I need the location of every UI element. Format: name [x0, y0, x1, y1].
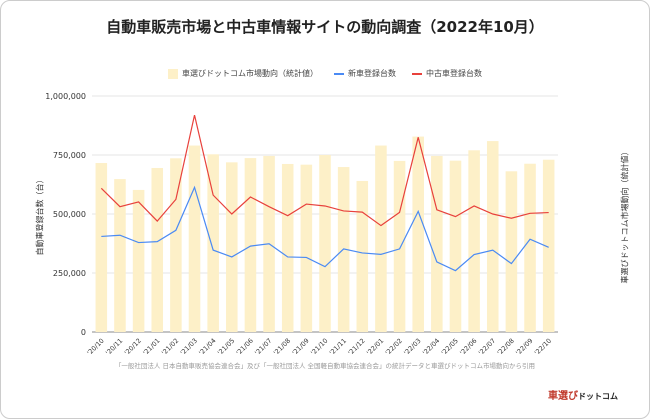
- x-tick-label: '21/03: [179, 337, 199, 357]
- x-tick-label: '20/12: [123, 337, 143, 357]
- x-tick-label: '22/02: [384, 337, 404, 357]
- bar: [132, 189, 145, 332]
- bar: [505, 171, 518, 332]
- bar: [151, 167, 164, 332]
- y-tick-label: 500,000: [53, 210, 86, 219]
- x-tick-label: '21/12: [347, 337, 367, 357]
- x-tick-label: '22/06: [458, 337, 478, 357]
- y-tick-label: 250,000: [53, 269, 86, 278]
- bar: [542, 159, 555, 332]
- bar: [188, 145, 201, 332]
- chart-title: 自動車販売市場と中古車情報サイトの動向調査（2022年10月）: [106, 18, 544, 36]
- y-tick-label: 750,000: [53, 151, 86, 160]
- x-tick-label: '22/08: [496, 337, 516, 357]
- y-tick-label: 1,000,000: [45, 92, 86, 101]
- bar: [114, 179, 126, 332]
- x-tick-label: '21/11: [328, 337, 348, 357]
- series-line-2: [100, 114, 549, 227]
- x-tick-label: '22/03: [402, 337, 422, 357]
- x-tick-label: '21/10: [309, 337, 329, 357]
- bar: [226, 162, 238, 332]
- bar: [170, 158, 182, 332]
- bar: [412, 136, 424, 332]
- x-tick-label: '22/04: [421, 337, 441, 357]
- logo: 車選びドットコム: [548, 391, 618, 402]
- x-tick-label: '21/08: [272, 337, 292, 357]
- bar: [244, 158, 257, 332]
- x-tick-label: '21/07: [253, 337, 273, 357]
- x-tick-label: '22/10: [533, 337, 553, 357]
- legend-item-market: 車選びドットコム市場動向（統計値）: [168, 68, 318, 79]
- legend-item-new-car: 新車登録台数: [334, 68, 396, 79]
- bar: [431, 155, 443, 332]
- y-tick-label: 0: [81, 328, 86, 337]
- x-tick-label: '22/09: [514, 337, 534, 357]
- bar: [356, 180, 369, 332]
- bar: [300, 164, 313, 332]
- legend-item-used-car: 中古車登録台数: [412, 68, 482, 79]
- bar: [281, 163, 294, 332]
- x-tick-label: '21/02: [160, 337, 180, 357]
- x-tick-label: '22/01: [365, 337, 385, 357]
- x-tick-label: '21/06: [235, 337, 255, 357]
- bar: [524, 163, 536, 332]
- x-tick-label: '21/04: [197, 337, 217, 357]
- footnote: 「一般社団法人 日本自動車販売協会連合会」及び「一般社団法人 全国軽自動車協会連…: [114, 362, 536, 370]
- x-tick-label: '22/05: [440, 337, 460, 357]
- x-tick-label: '21/05: [216, 337, 236, 357]
- bar: [207, 154, 219, 332]
- bar: [393, 160, 406, 332]
- bar: [375, 145, 387, 332]
- bar: [486, 141, 499, 332]
- bar: [319, 155, 331, 332]
- legend: 車選びドットコム市場動向（統計値） 新車登録台数 中古車登録台数: [0, 68, 650, 79]
- bar: [468, 150, 480, 332]
- bar: [95, 163, 108, 332]
- x-tick-label: '21/09: [291, 337, 311, 357]
- bar: [449, 160, 462, 332]
- x-tick-label: '21/01: [141, 337, 161, 357]
- x-tick-label: '20/11: [104, 337, 124, 357]
- x-tick-label: '20/10: [86, 337, 106, 357]
- x-tick-label: '22/07: [477, 337, 497, 357]
- series-line-1: [101, 185, 549, 272]
